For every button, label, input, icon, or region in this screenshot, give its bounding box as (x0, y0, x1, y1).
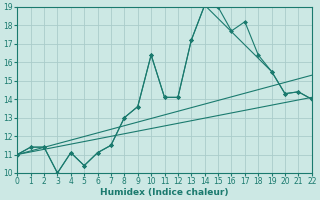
X-axis label: Humidex (Indice chaleur): Humidex (Indice chaleur) (100, 188, 229, 197)
